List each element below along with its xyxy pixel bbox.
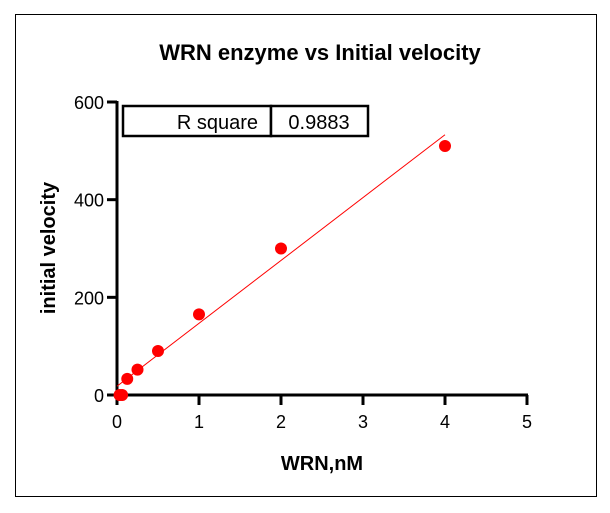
x-tick-label: 0	[112, 412, 122, 432]
y-tick-label: 400	[74, 191, 104, 211]
data-point	[439, 139, 451, 152]
x-tick-label: 4	[440, 412, 450, 432]
r-square-value-cell	[269, 104, 370, 138]
fit-line	[116, 134, 446, 387]
x-tick-label: 2	[276, 412, 286, 432]
r-square-value: 0.9883	[288, 112, 349, 134]
data-point	[275, 242, 287, 255]
x-tick-label: 5	[522, 412, 532, 432]
y-tick-label: 200	[74, 288, 104, 308]
r-square-label: R square	[177, 112, 258, 134]
y-tick-label: 600	[74, 93, 104, 113]
x-tick-label: 3	[358, 412, 368, 432]
data-point	[121, 372, 134, 385]
chart-title: WRN enzyme vs Initial velocity	[159, 40, 481, 65]
chart-frame	[15, 14, 597, 497]
data-point	[152, 345, 164, 358]
data-point	[131, 363, 144, 376]
x-tick-label: 1	[194, 412, 204, 432]
y-axis-label: initial velocity	[38, 181, 60, 314]
data-point	[116, 389, 129, 401]
r-square-label-cell	[121, 104, 273, 138]
x-axis-label: WRN,nM	[281, 453, 363, 475]
y-tick-label: 0	[94, 386, 104, 406]
data-point	[193, 308, 205, 321]
